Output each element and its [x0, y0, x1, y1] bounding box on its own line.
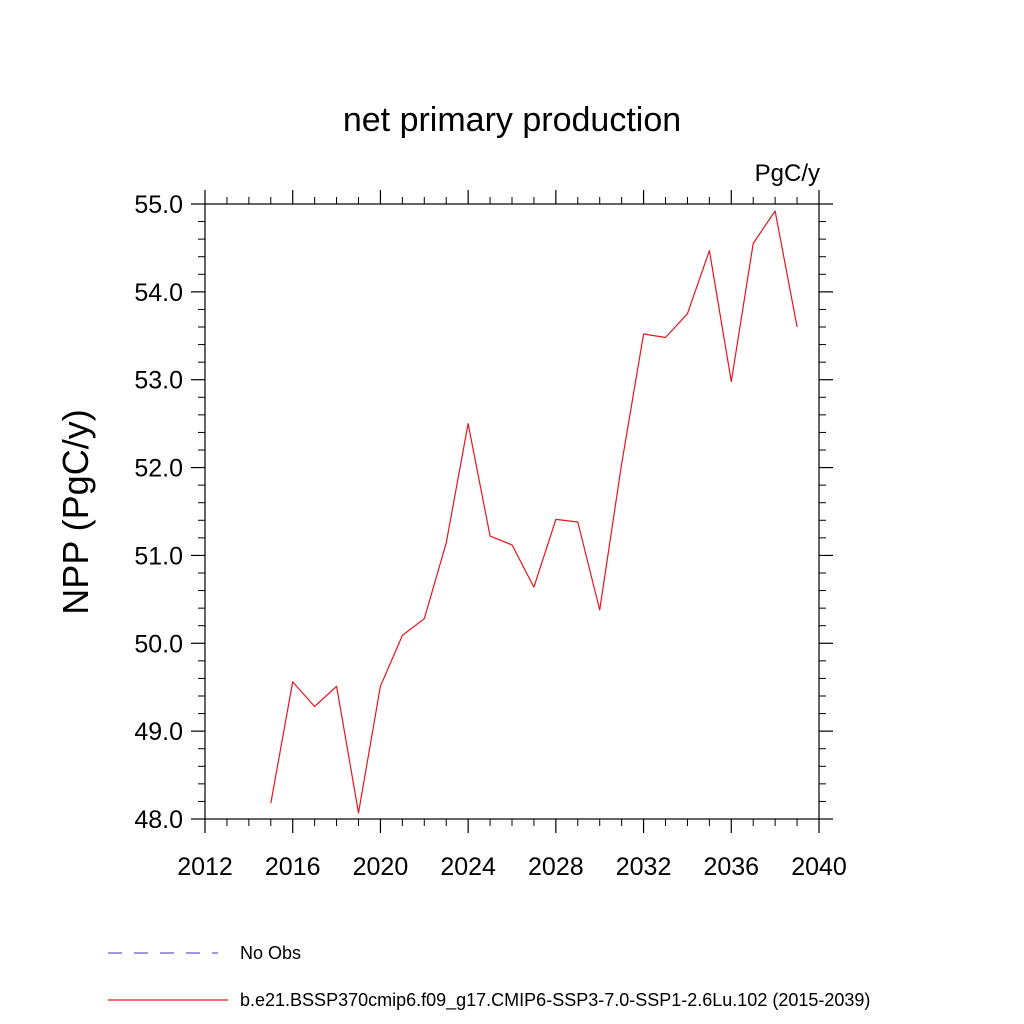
legend: No Obs b.e21.BSSP370cmip6.f09_g17.CMIP6-… [108, 943, 870, 1011]
y-tick-label: 54.0 [134, 279, 183, 307]
legend-label-no-obs: No Obs [240, 943, 301, 963]
y-tick-label: 51.0 [134, 542, 183, 570]
x-tick-label: 2020 [353, 853, 409, 881]
minor-ticks [198, 197, 826, 826]
y-tick-label: 53.0 [134, 367, 183, 395]
x-tick-label: 2036 [703, 853, 759, 881]
y-tick-label: 55.0 [134, 191, 183, 219]
x-tick-label: 2028 [528, 853, 584, 881]
x-tick-label: 2024 [440, 853, 496, 881]
x-tick-label: 2012 [177, 853, 233, 881]
x-tick-label: 2040 [791, 853, 847, 881]
y-axis-label: NPP (PgC/y) [55, 409, 96, 614]
y-tick-label: 52.0 [134, 455, 183, 483]
y-tick-labels: 48.0 49.0 50.0 51.0 52.0 53.0 54.0 55.0 [134, 191, 183, 834]
x-tick-label: 2032 [616, 853, 672, 881]
chart-title: net primary production [343, 101, 681, 139]
y-tick-label: 50.0 [134, 630, 183, 658]
units-label: PgC/y [755, 160, 820, 187]
major-ticks [191, 190, 833, 833]
plot-frame [204, 203, 820, 820]
series-line-0 [270, 210, 798, 814]
legend-label-model-run: b.e21.BSSP370cmip6.f09_g17.CMIP6-SSP3-7.… [240, 990, 870, 1011]
series-group [270, 210, 798, 814]
y-tick-label: 49.0 [134, 718, 183, 746]
y-tick-label: 48.0 [134, 806, 183, 834]
x-tick-labels: 2012 2016 2020 2024 2028 2032 2036 2040 [177, 853, 847, 881]
x-tick-label: 2016 [265, 853, 321, 881]
